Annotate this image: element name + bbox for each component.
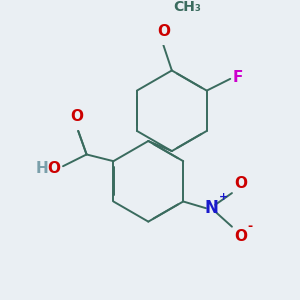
Text: O: O <box>70 109 83 124</box>
Text: O: O <box>235 176 248 191</box>
Text: O: O <box>47 161 61 176</box>
Text: O: O <box>157 23 170 38</box>
Text: F: F <box>233 70 243 85</box>
Text: N: N <box>205 199 219 217</box>
Text: H: H <box>35 161 48 176</box>
Text: +: + <box>219 192 229 202</box>
Text: CH₃: CH₃ <box>173 0 201 14</box>
Text: -: - <box>247 220 252 233</box>
Text: O: O <box>235 229 248 244</box>
